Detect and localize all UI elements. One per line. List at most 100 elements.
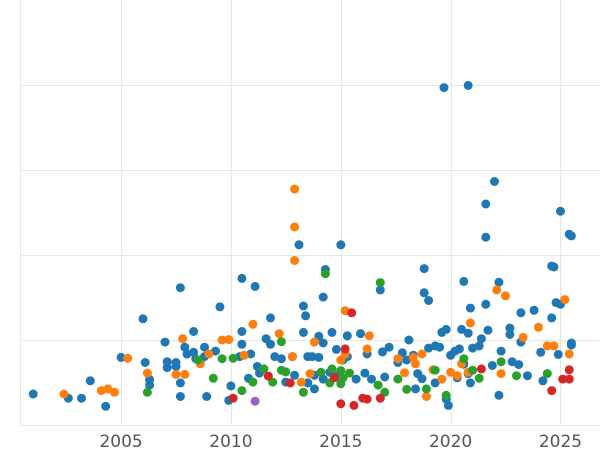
- data-point: [549, 341, 559, 351]
- data-point: [404, 335, 414, 345]
- data-point: [226, 381, 236, 391]
- data-point: [320, 269, 330, 279]
- data-point: [237, 339, 247, 349]
- data-point: [175, 378, 185, 388]
- data-point: [116, 352, 126, 362]
- data-point: [123, 353, 133, 363]
- data-point: [430, 365, 440, 375]
- data-point: [228, 353, 238, 363]
- data-point: [542, 341, 552, 351]
- data-point: [463, 80, 473, 90]
- data-point: [316, 367, 326, 377]
- data-point: [224, 335, 234, 345]
- data-point: [375, 278, 385, 288]
- data-point: [384, 342, 394, 352]
- data-point: [180, 369, 190, 379]
- data-point: [542, 369, 552, 379]
- data-point: [505, 330, 515, 339]
- data-point: [331, 344, 341, 354]
- data-point: [481, 199, 491, 209]
- data-point: [340, 344, 350, 354]
- data-point: [145, 380, 155, 390]
- data-point: [217, 354, 227, 364]
- data-point: [142, 368, 152, 378]
- data-point: [421, 384, 431, 394]
- data-point: [496, 369, 506, 379]
- data-point: [338, 373, 348, 383]
- data-point: [538, 376, 548, 386]
- data-point: [285, 378, 295, 388]
- data-point: [175, 392, 185, 401]
- data-point: [523, 371, 532, 381]
- data-point: [518, 332, 528, 342]
- data-point: [419, 288, 429, 298]
- x-tick-label: 2020: [429, 432, 472, 450]
- data-point: [534, 322, 543, 332]
- data-point: [529, 305, 539, 315]
- data-point: [287, 352, 297, 362]
- data-point: [496, 346, 506, 356]
- data-point: [481, 299, 491, 309]
- data-point: [564, 365, 574, 375]
- data-point: [208, 373, 218, 383]
- data-point: [110, 387, 119, 397]
- data-point: [514, 360, 524, 370]
- data-point: [314, 352, 324, 362]
- data-point: [237, 386, 247, 396]
- data-point: [200, 342, 209, 352]
- data-point: [189, 327, 199, 336]
- data-point: [248, 319, 258, 329]
- data-point: [175, 283, 185, 293]
- data-point: [215, 302, 225, 312]
- data-point: [274, 329, 284, 339]
- data-point: [476, 334, 486, 344]
- data-point: [494, 390, 504, 400]
- data-point: [378, 347, 387, 357]
- data-point: [171, 369, 181, 379]
- data-point: [318, 338, 328, 348]
- data-point: [276, 354, 286, 364]
- data-point: [468, 365, 478, 375]
- data-point: [193, 355, 203, 365]
- x-tick-label: 2005: [99, 432, 142, 450]
- data-point: [364, 331, 374, 341]
- data-point: [217, 335, 227, 345]
- data-point: [402, 384, 412, 394]
- data-point: [566, 231, 576, 241]
- data-point: [307, 352, 317, 362]
- data-point: [318, 292, 328, 302]
- data-point: [474, 373, 484, 383]
- data-point: [59, 389, 69, 399]
- data-point: [547, 386, 557, 396]
- data-point: [204, 349, 214, 359]
- data-point: [180, 342, 190, 352]
- data-point: [457, 324, 467, 334]
- data-point: [417, 349, 427, 359]
- data-point: [336, 240, 346, 250]
- data-point: [393, 354, 403, 364]
- data-point: [290, 370, 300, 380]
- data-point: [564, 374, 574, 384]
- data-point: [318, 374, 328, 384]
- data-point: [228, 393, 238, 403]
- data-point: [443, 400, 453, 410]
- data-point: [465, 303, 475, 313]
- data-point: [505, 323, 515, 333]
- data-point: [564, 349, 574, 359]
- data-point: [162, 363, 172, 373]
- data-point: [556, 206, 565, 216]
- x-axis-tick-labels: 2005 2010 2015 2020 2025: [99, 432, 582, 450]
- data-point: [435, 342, 445, 352]
- data-point: [465, 378, 475, 388]
- data-point: [476, 364, 486, 374]
- data-point: [296, 377, 306, 387]
- data-point: [171, 361, 181, 371]
- data-point: [459, 276, 469, 286]
- data-point: [490, 177, 499, 186]
- data-point: [266, 313, 275, 323]
- data-point: [298, 387, 308, 397]
- x-tick-label: 2010: [209, 432, 252, 450]
- data-point: [375, 285, 385, 295]
- data-point: [483, 325, 493, 335]
